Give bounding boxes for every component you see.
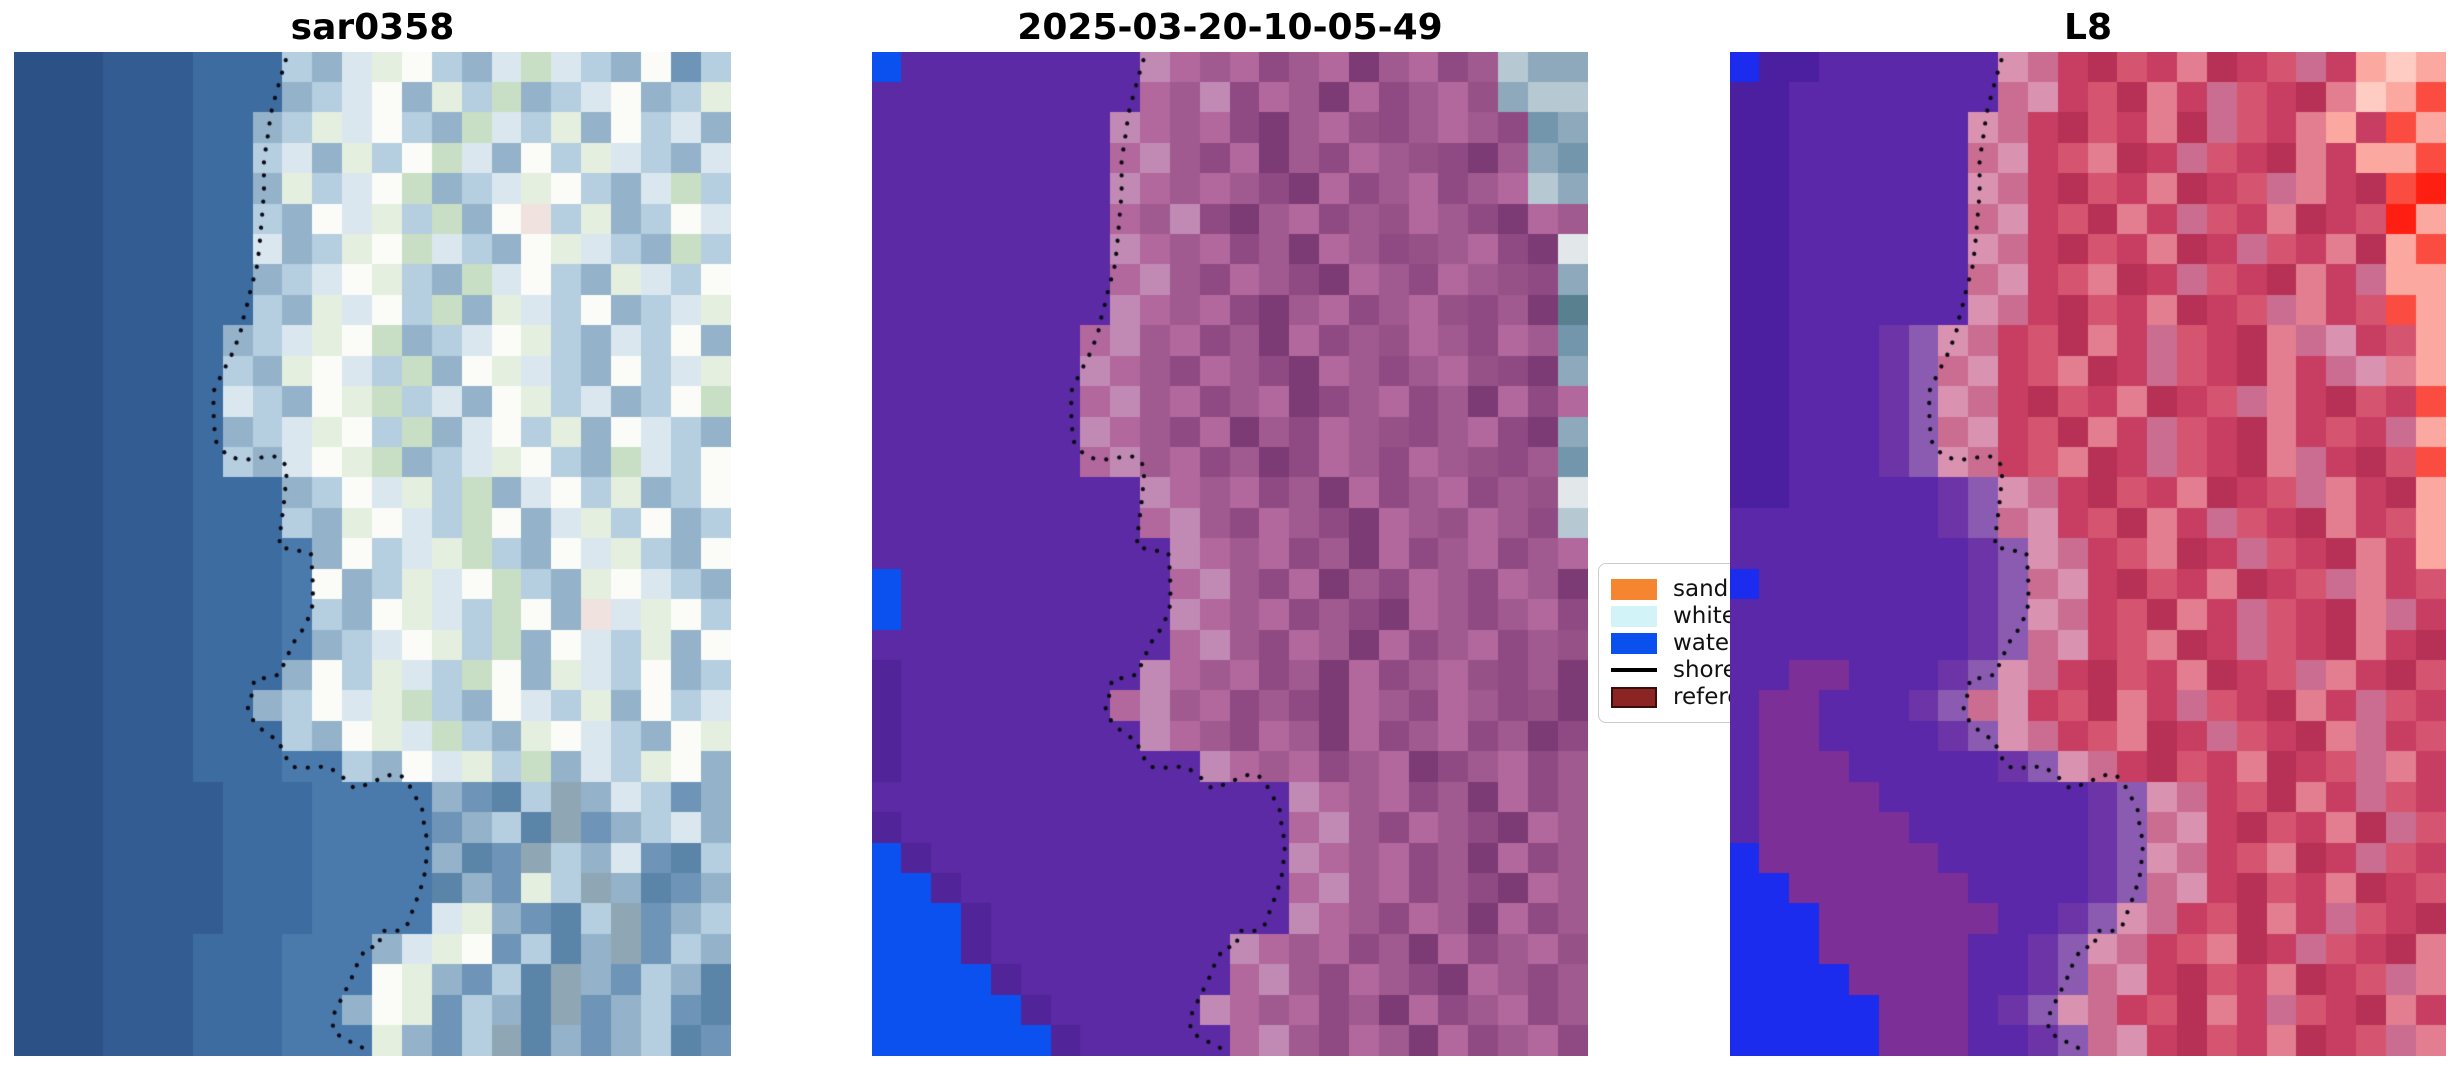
shoreline-line-icon (1611, 668, 1657, 672)
whitewater-swatch-icon (1611, 605, 1657, 627)
panel-title-l8: L8 (2064, 7, 2112, 48)
panel-image-sar0358 (14, 52, 731, 1056)
reference-swatch-icon (1611, 686, 1657, 708)
panel-image-classified (872, 52, 1588, 1056)
water-swatch-icon (1611, 632, 1657, 654)
panel-title-sar: sar0358 (290, 7, 455, 48)
panel-image-l8 (1730, 52, 2446, 1056)
panel-title-date: 2025-03-20-10-05-49 (1017, 7, 1443, 48)
legend-row: sand (1611, 576, 1837, 602)
legend-label: sand (1673, 576, 1729, 602)
sand-swatch-icon (1611, 578, 1657, 600)
legend-row: water (1611, 630, 1837, 656)
legend-label: water (1673, 630, 1739, 656)
